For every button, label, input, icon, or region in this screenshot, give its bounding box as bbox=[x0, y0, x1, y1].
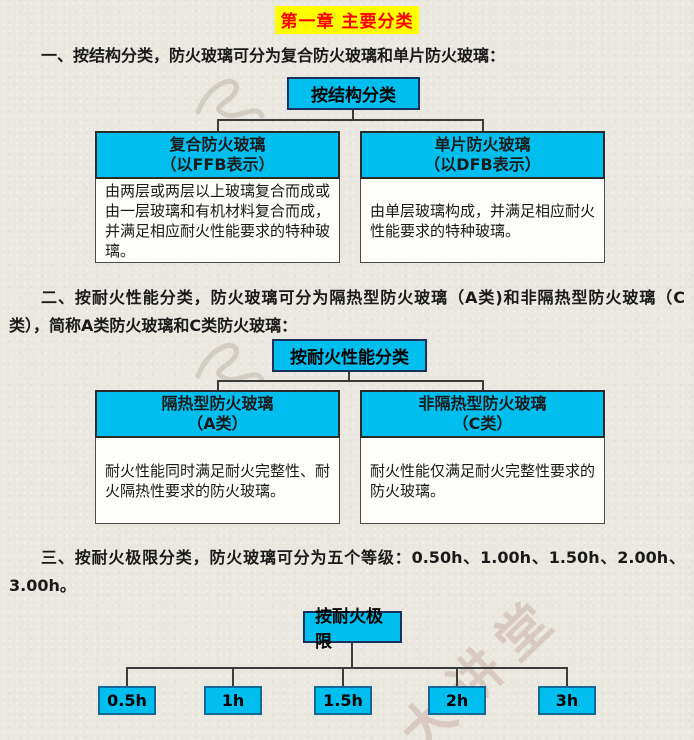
connector-line bbox=[566, 667, 568, 686]
connector-line bbox=[351, 643, 353, 669]
chapter-title: 第一章 主要分类 bbox=[274, 6, 420, 34]
title-row: 第一章 主要分类 bbox=[0, 6, 694, 34]
branch-title-line2: （以DFB表示） bbox=[424, 155, 541, 174]
connector-line bbox=[342, 667, 344, 686]
branch-header: 单片防火玻璃 （以DFB表示） bbox=[360, 131, 605, 179]
branch-title-line2: （A类） bbox=[187, 414, 248, 433]
connector-line bbox=[456, 667, 458, 686]
branch-monolithic-glass: 单片防火玻璃 （以DFB表示） 由单层玻璃构成，并满足相应耐火性能要求的特种玻璃… bbox=[360, 131, 605, 263]
diagram1-root-node: 按结构分类 bbox=[287, 77, 420, 110]
branch-title-line1: 隔热型防火玻璃 bbox=[161, 394, 274, 413]
branch-description: 由两层或两层以上玻璃复合而成或由一层玻璃和有机材料复合而成，并满足相应耐火性能要… bbox=[95, 179, 340, 263]
branch-header: 复合防火玻璃 （以FFB表示） bbox=[95, 131, 340, 179]
leaf-node-1-5h: 1.5h bbox=[314, 686, 372, 715]
connector-line bbox=[126, 667, 128, 686]
branch-insulated-glass: 隔热型防火玻璃 （A类） 耐火性能同时满足耐火完整性、耐火隔热性要求的防火玻璃。 bbox=[95, 390, 340, 524]
connector-line bbox=[232, 667, 234, 686]
connector-line bbox=[348, 372, 350, 381]
branch-non-insulated-glass: 非隔热型防火玻璃 （C类） 耐火性能仅满足耐火完整性要求的防火玻璃。 bbox=[360, 390, 605, 524]
branch-title-line1: 非隔热型防火玻璃 bbox=[418, 394, 547, 413]
diagram2-root-node: 按耐火性能分类 bbox=[272, 339, 427, 372]
paragraph-fire-performance: 二、按耐火性能分类，防火玻璃可分为隔热型防火玻璃（A类)和非隔热型防火玻璃（C类… bbox=[9, 288, 685, 335]
diagram3-root-node: 按耐火极限 bbox=[303, 607, 402, 652]
connector-line bbox=[126, 667, 567, 669]
connector-line bbox=[217, 380, 484, 382]
leaf-node-2h: 2h bbox=[428, 686, 486, 715]
leaf-node-3h: 3h bbox=[538, 686, 596, 715]
branch-header: 非隔热型防火玻璃 （C类） bbox=[360, 390, 605, 438]
connector-line bbox=[482, 119, 484, 131]
connector-line bbox=[217, 119, 219, 131]
branch-description: 耐火性能仅满足耐火完整性要求的防火玻璃。 bbox=[360, 438, 605, 524]
branch-title-line1: 复合防火玻璃 bbox=[169, 135, 266, 154]
branch-description: 耐火性能同时满足耐火完整性、耐火隔热性要求的防火玻璃。 bbox=[95, 438, 340, 524]
connector-line bbox=[352, 110, 354, 120]
connector-line bbox=[217, 119, 484, 121]
connector-line bbox=[217, 380, 219, 391]
branch-composite-glass: 复合防火玻璃 （以FFB表示） 由两层或两层以上玻璃复合而成或由一层玻璃和有机材… bbox=[95, 131, 340, 263]
leaf-node-1h: 1h bbox=[204, 686, 262, 715]
branch-title-line1: 单片防火玻璃 bbox=[434, 135, 531, 154]
connector-line bbox=[482, 380, 484, 391]
branch-title-line2: （以FFB表示） bbox=[160, 155, 275, 174]
branch-header: 隔热型防火玻璃 （A类） bbox=[95, 390, 340, 438]
paragraph-structure-classification: 一、按结构分类，防火玻璃可分为复合防火玻璃和单片防火玻璃： bbox=[41, 46, 506, 65]
branch-description: 由单层玻璃构成，并满足相应耐火性能要求的特种玻璃。 bbox=[360, 179, 605, 263]
leaf-node-0-5h: 0.5h bbox=[98, 686, 156, 715]
logo-squiggle-watermark-icon bbox=[195, 343, 265, 383]
paragraph-fire-limit: 三、按耐火极限分类，防火玻璃可分为五个等级：0.50h、1.00h、1.50h、… bbox=[9, 548, 685, 595]
branch-title-line2: （C类） bbox=[452, 414, 513, 433]
